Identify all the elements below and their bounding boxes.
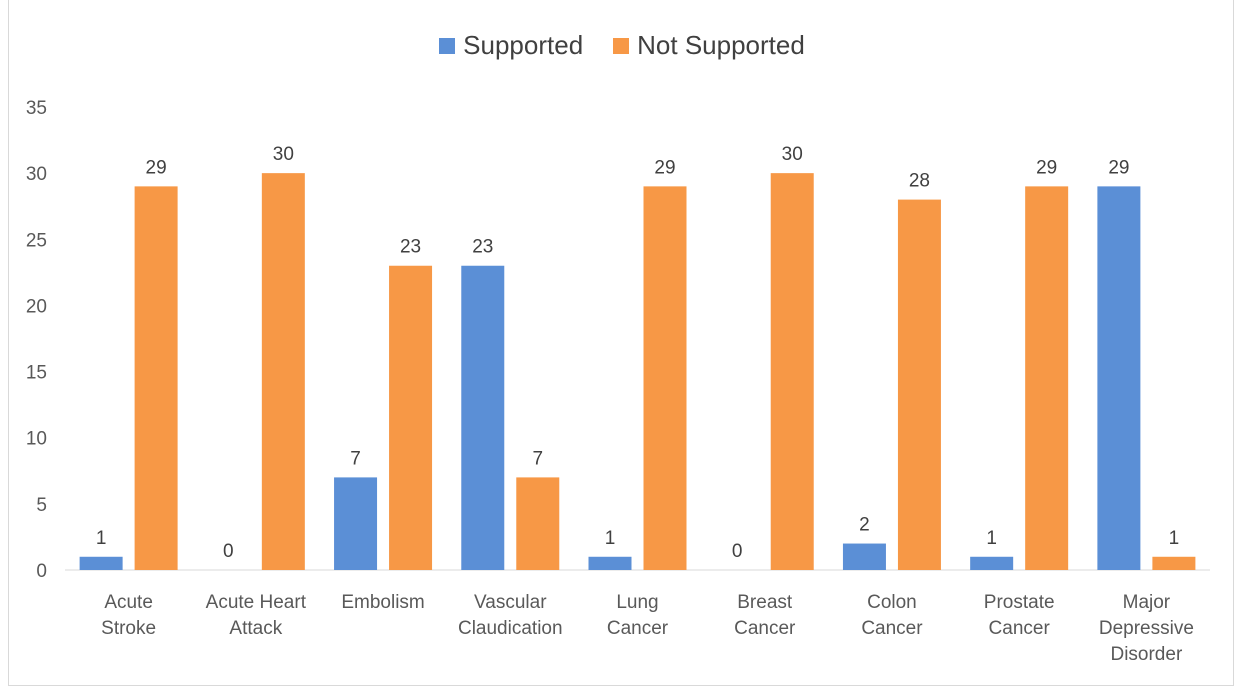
legend-item-supported: Supported <box>439 30 583 61</box>
bar-not-supported <box>1152 556 1196 570</box>
bar-not-supported <box>516 477 560 570</box>
x-category-label: Prostate Cancer <box>984 592 1055 639</box>
y-tick-label: 30 <box>26 164 47 185</box>
data-label-not-supported: 1 <box>1169 528 1180 549</box>
data-label-supported: 2 <box>859 515 870 536</box>
bar-not-supported <box>897 199 941 570</box>
x-category-label: Major Depressive Disorder <box>1099 592 1194 665</box>
data-label-not-supported: 23 <box>400 237 421 258</box>
legend-item-not-supported: Not Supported <box>613 30 805 61</box>
data-label-supported: 29 <box>1108 157 1129 178</box>
x-category-label: Lung Cancer <box>607 592 669 639</box>
legend-swatch-not-supported <box>613 37 630 54</box>
data-label-not-supported: 28 <box>909 171 930 192</box>
legend: Supported Not Supported <box>0 30 1244 61</box>
y-tick-label: 15 <box>26 363 47 384</box>
legend-label-not-supported: Not Supported <box>637 30 805 60</box>
x-category-label: Acute Heart Attack <box>206 592 307 639</box>
legend-swatch-supported <box>439 37 456 54</box>
bar-not-supported <box>643 186 687 570</box>
bar-supported <box>79 556 123 570</box>
data-label-supported: 1 <box>605 528 616 549</box>
bar-not-supported <box>134 186 178 570</box>
data-label-not-supported: 29 <box>654 157 675 178</box>
x-category-label: Acute Stroke <box>101 592 156 639</box>
x-category-label: Embolism <box>341 592 424 613</box>
data-label-not-supported: 30 <box>782 144 803 165</box>
data-label-supported: 1 <box>986 528 997 549</box>
bar-supported <box>842 543 886 570</box>
y-tick-label: 20 <box>26 296 47 317</box>
bar-supported <box>461 265 505 570</box>
y-tick-label: 10 <box>26 429 47 450</box>
bar-supported <box>334 477 378 570</box>
x-category-label: Breast Cancer <box>734 592 796 639</box>
bar-not-supported <box>261 173 305 570</box>
y-tick-label: 5 <box>36 495 47 516</box>
data-label-not-supported: 29 <box>1036 157 1057 178</box>
data-label-supported: 7 <box>350 448 361 469</box>
data-label-supported: 0 <box>223 541 234 562</box>
data-label-supported: 23 <box>472 237 493 258</box>
data-label-supported: 0 <box>732 541 743 562</box>
data-label-not-supported: 30 <box>273 144 294 165</box>
data-label-not-supported: 29 <box>146 157 167 178</box>
y-tick-label: 35 <box>26 98 47 119</box>
x-category-label: Colon Cancer <box>861 592 923 639</box>
bar-not-supported <box>1025 186 1069 570</box>
bar-supported <box>970 556 1014 570</box>
y-tick-label: 25 <box>26 230 47 251</box>
bar-supported <box>588 556 632 570</box>
legend-label-supported: Supported <box>463 30 584 60</box>
bar-supported <box>1097 186 1141 570</box>
data-label-supported: 1 <box>96 528 107 549</box>
data-label-not-supported: 7 <box>532 448 543 469</box>
x-category-label: Vascular Claudication <box>458 592 563 639</box>
bar-not-supported <box>770 173 814 570</box>
y-tick-label: 0 <box>36 561 47 582</box>
bar-not-supported <box>389 265 433 570</box>
